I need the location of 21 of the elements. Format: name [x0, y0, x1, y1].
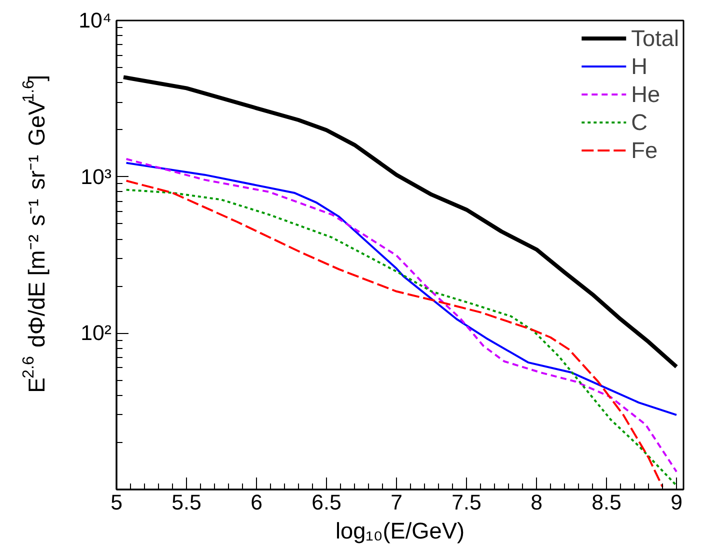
- text: E2.6 dΦ/dE [m⁻² s⁻¹ sr⁻¹ GeV1.6]: [20, 74, 50, 393]
- legend-label: C: [631, 108, 649, 136]
- y-tick-label: 10⁴: [78, 8, 112, 32]
- legend-label: Total: [631, 24, 679, 52]
- line-series: [125, 162, 678, 416]
- x-tick-label: 5: [110, 490, 122, 514]
- x-tick-label: 6.5: [312, 490, 342, 514]
- x-tick-label: 7.5: [452, 490, 482, 514]
- y-tick-label: 10³: [80, 164, 112, 189]
- x-tick-label: 9: [670, 490, 682, 514]
- y-tick-label: 10²: [80, 321, 112, 346]
- x-tick-label: 7: [390, 490, 402, 514]
- x-tick-label: 8.5: [592, 490, 622, 514]
- line-series: [122, 75, 678, 369]
- x-tick-label: 8: [530, 490, 542, 514]
- x-tick-label: 6: [250, 490, 262, 514]
- x-axis-title: log₁₀(E/GeV): [335, 518, 465, 544]
- legend-label: He: [631, 80, 660, 108]
- legend-label: H: [631, 52, 649, 80]
- legend-label: Fe: [631, 136, 658, 164]
- x-tick-label: 5.5: [172, 490, 202, 514]
